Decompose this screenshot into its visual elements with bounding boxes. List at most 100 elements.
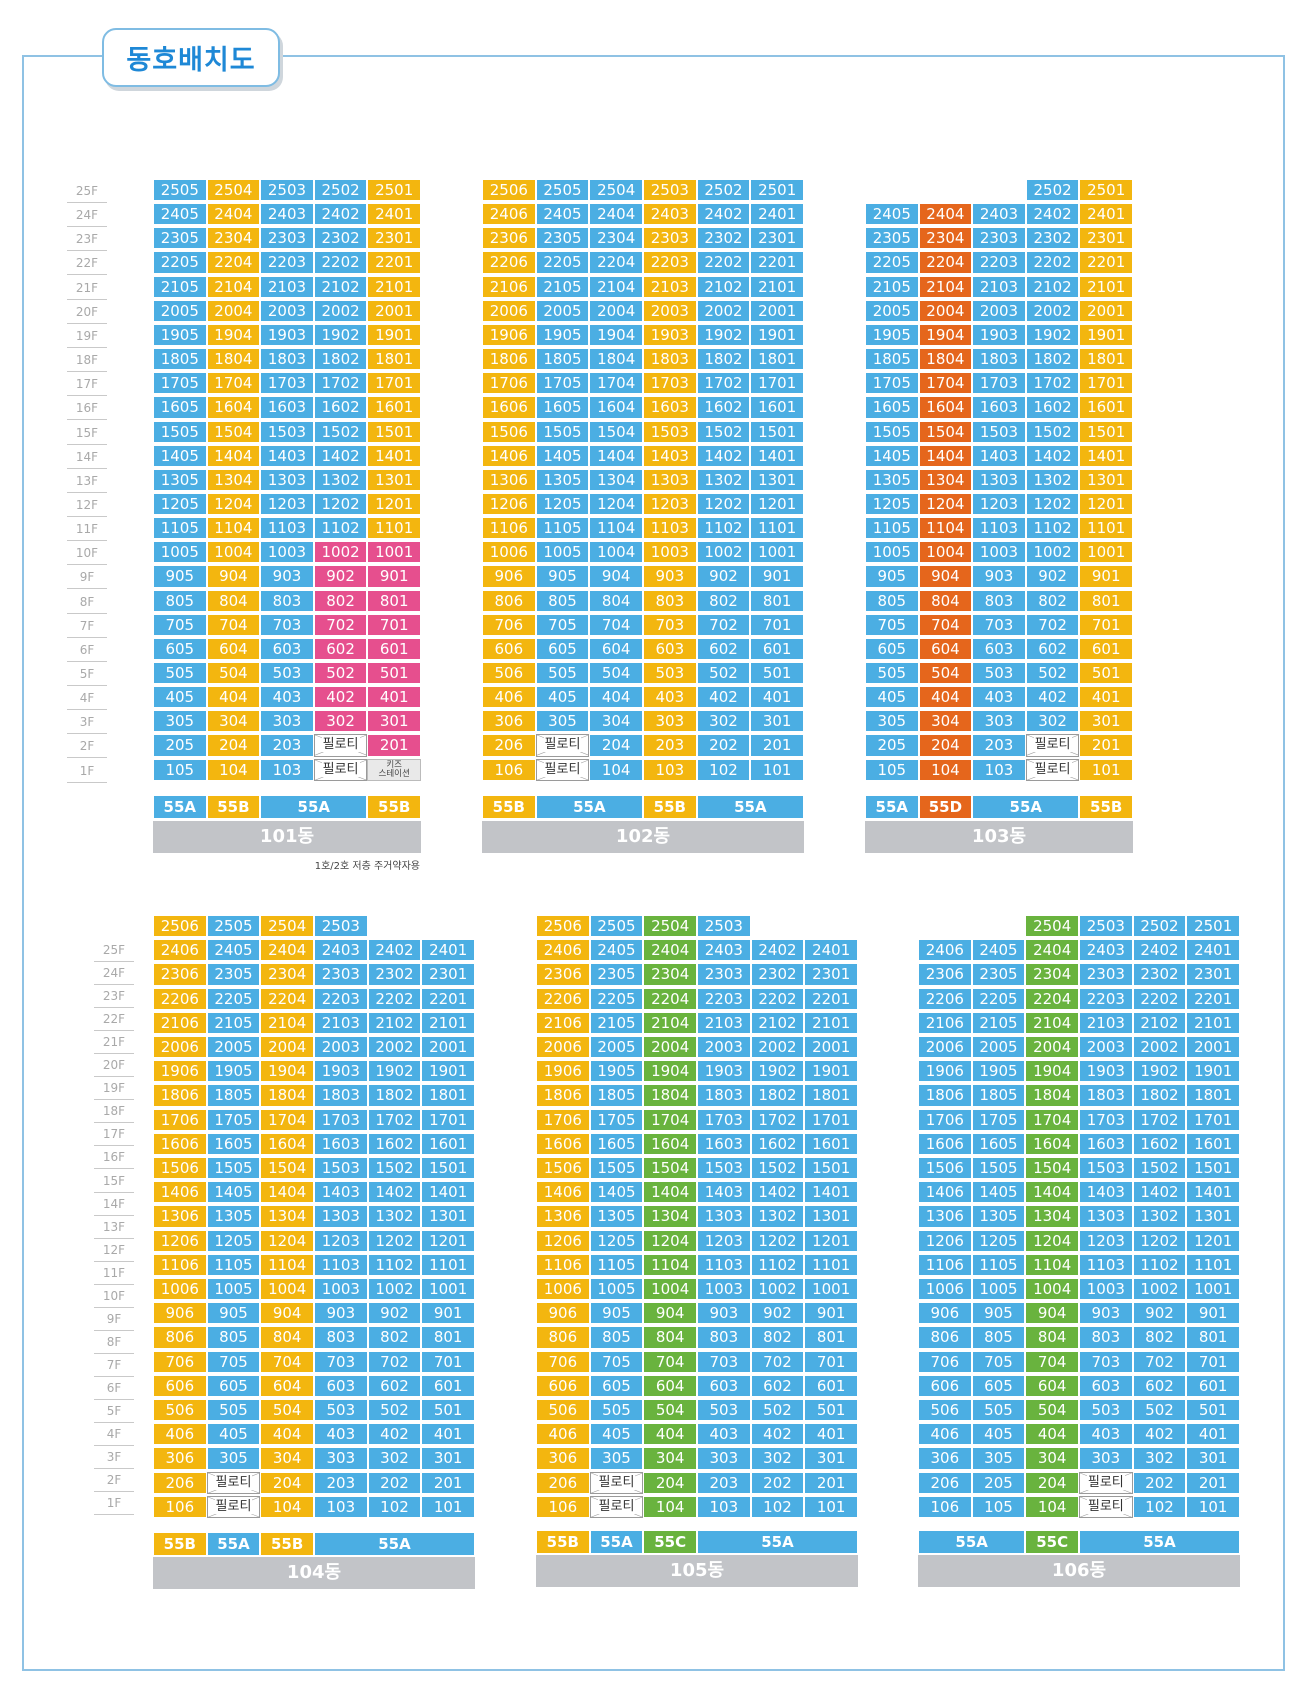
- unit-cell[interactable]: 604: [918, 637, 973, 661]
- unit-cell[interactable]: 402: [313, 686, 368, 709]
- unit-cell[interactable]: 604: [1025, 1374, 1079, 1397]
- unit-cell[interactable]: 1602: [750, 1132, 805, 1155]
- unit-cell[interactable]: 1902: [1025, 323, 1080, 347]
- unit-cell[interactable]: 2002: [1025, 299, 1080, 322]
- unit-cell[interactable]: 1502: [1025, 420, 1080, 443]
- unit-cell[interactable]: 1505: [535, 420, 590, 443]
- unit-cell[interactable]: 1704: [918, 372, 973, 395]
- unit-cell[interactable]: 2404: [589, 203, 643, 226]
- unit-cell[interactable]: 2203: [972, 251, 1026, 274]
- unit-cell[interactable]: 1401: [750, 444, 804, 467]
- unit-cell[interactable]: 801: [1186, 1326, 1240, 1349]
- unit-cell[interactable]: 303: [260, 710, 314, 733]
- unit-cell[interactable]: 904: [206, 565, 261, 588]
- unit-cell[interactable]: 605: [153, 637, 207, 661]
- unit-cell[interactable]: 1804: [918, 348, 973, 371]
- unit-cell[interactable]: 2402: [750, 939, 805, 962]
- unit-cell[interactable]: 802: [1132, 1326, 1187, 1349]
- unit-cell[interactable]: 101: [421, 1495, 475, 1518]
- unit-cell[interactable]: 1205: [535, 492, 590, 516]
- unit-cell[interactable]: 1201: [421, 1229, 475, 1252]
- unit-cell[interactable]: 2302: [367, 963, 422, 986]
- unit-cell[interactable]: 402: [1025, 686, 1080, 709]
- unit-cell[interactable]: 1703: [1079, 1108, 1133, 1131]
- unit-cell[interactable]: 2303: [1079, 963, 1133, 986]
- unit-cell[interactable]: 505: [971, 1399, 1026, 1422]
- unit-cell[interactable]: 904: [589, 565, 643, 588]
- unit-cell[interactable]: 1803: [1079, 1084, 1133, 1107]
- unit-cell[interactable]: 1101: [1079, 517, 1133, 540]
- unit-cell[interactable]: 2102: [1025, 275, 1080, 298]
- unit-cell[interactable]: 1704: [1025, 1108, 1079, 1131]
- unit-cell[interactable]: 705: [971, 1350, 1026, 1373]
- unit-cell[interactable]: 1703: [314, 1108, 368, 1131]
- unit-cell[interactable]: 1305: [971, 1205, 1026, 1228]
- unit-cell[interactable]: 2104: [1025, 1011, 1079, 1034]
- unit-cell[interactable]: 706: [153, 1350, 207, 1373]
- unit-cell[interactable]: 301: [750, 710, 804, 733]
- unit-cell[interactable]: 1701: [1079, 372, 1133, 395]
- unit-cell[interactable]: 602: [1025, 637, 1080, 661]
- unit-cell[interactable]: 1305: [153, 468, 207, 491]
- unit-cell[interactable]: 1201: [1186, 1229, 1240, 1252]
- unit-cell[interactable]: 1306: [918, 1205, 972, 1228]
- unit-cell[interactable]: 1504: [206, 420, 261, 443]
- unit-cell[interactable]: 1404: [918, 444, 973, 467]
- unit-cell[interactable]: 1003: [697, 1278, 751, 1301]
- unit-cell[interactable]: 1901: [804, 1060, 858, 1083]
- unit-cell[interactable]: 1602: [696, 396, 751, 419]
- unit-cell[interactable]: 1803: [643, 348, 697, 371]
- unit-cell[interactable]: 2001: [1079, 299, 1133, 322]
- unit-cell[interactable]: 904: [643, 1302, 697, 1325]
- unit-cell[interactable]: 404: [206, 686, 261, 709]
- unit-cell[interactable]: 601: [804, 1374, 858, 1397]
- unit-cell[interactable]: 604: [643, 1374, 697, 1397]
- unit-cell[interactable]: 802: [696, 589, 751, 612]
- unit-cell[interactable]: 803: [643, 589, 697, 612]
- unit-cell[interactable]: 902: [1025, 565, 1080, 588]
- unit-cell[interactable]: 403: [1079, 1423, 1133, 1446]
- unit-cell[interactable]: 1106: [482, 517, 536, 540]
- unit-cell[interactable]: 604: [206, 637, 261, 661]
- unit-cell[interactable]: 606: [482, 637, 536, 661]
- unit-cell[interactable]: 2305: [153, 227, 207, 250]
- unit-cell[interactable]: 505: [535, 662, 590, 685]
- unit-cell[interactable]: 2405: [865, 203, 919, 226]
- unit-cell[interactable]: 2405: [206, 939, 261, 962]
- unit-cell[interactable]: 1906: [153, 1060, 207, 1083]
- unit-cell[interactable]: 1103: [314, 1253, 368, 1276]
- unit-cell[interactable]: 504: [643, 1399, 697, 1422]
- unit-cell[interactable]: 2106: [153, 1011, 207, 1034]
- unit-cell[interactable]: 202: [1132, 1471, 1187, 1494]
- unit-cell[interactable]: 401: [750, 686, 804, 709]
- unit-cell[interactable]: 1604: [918, 396, 973, 419]
- unit-cell[interactable]: 2003: [643, 299, 697, 322]
- unit-cell[interactable]: 2401: [1079, 203, 1133, 226]
- unit-cell[interactable]: 905: [865, 565, 919, 588]
- unit-cell[interactable]: 1705: [153, 372, 207, 395]
- unit-cell[interactable]: 1301: [804, 1205, 858, 1228]
- unit-cell[interactable]: 1104: [643, 1253, 697, 1276]
- unit-cell[interactable]: 2004: [1025, 1036, 1079, 1059]
- unit-cell[interactable]: 2201: [1079, 251, 1133, 274]
- unit-cell[interactable]: 1104: [918, 517, 973, 540]
- unit-cell[interactable]: 2405: [589, 939, 644, 962]
- unit-cell[interactable]: 1001: [367, 541, 421, 564]
- unit-cell[interactable]: 1103: [697, 1253, 751, 1276]
- unit-cell[interactable]: 702: [1132, 1350, 1187, 1373]
- unit-cell[interactable]: 401: [367, 686, 421, 709]
- unit-cell[interactable]: 2001: [367, 299, 421, 322]
- unit-cell[interactable]: 2101: [1186, 1011, 1240, 1034]
- unit-cell[interactable]: 2301: [421, 963, 475, 986]
- unit-cell[interactable]: 1901: [750, 323, 804, 347]
- unit-cell[interactable]: 1705: [865, 372, 919, 395]
- unit-cell[interactable]: 1303: [260, 468, 314, 491]
- unit-cell[interactable]: 1503: [972, 420, 1026, 443]
- unit-cell[interactable]: 2405: [535, 203, 590, 226]
- unit-cell[interactable]: 2105: [206, 1011, 261, 1034]
- unit-cell[interactable]: 506: [536, 1399, 590, 1422]
- unit-cell[interactable]: 1604: [260, 1132, 314, 1155]
- unit-cell[interactable]: 2102: [750, 1011, 805, 1034]
- unit-cell[interactable]: 605: [535, 637, 590, 661]
- unit-cell[interactable]: 1106: [918, 1253, 972, 1276]
